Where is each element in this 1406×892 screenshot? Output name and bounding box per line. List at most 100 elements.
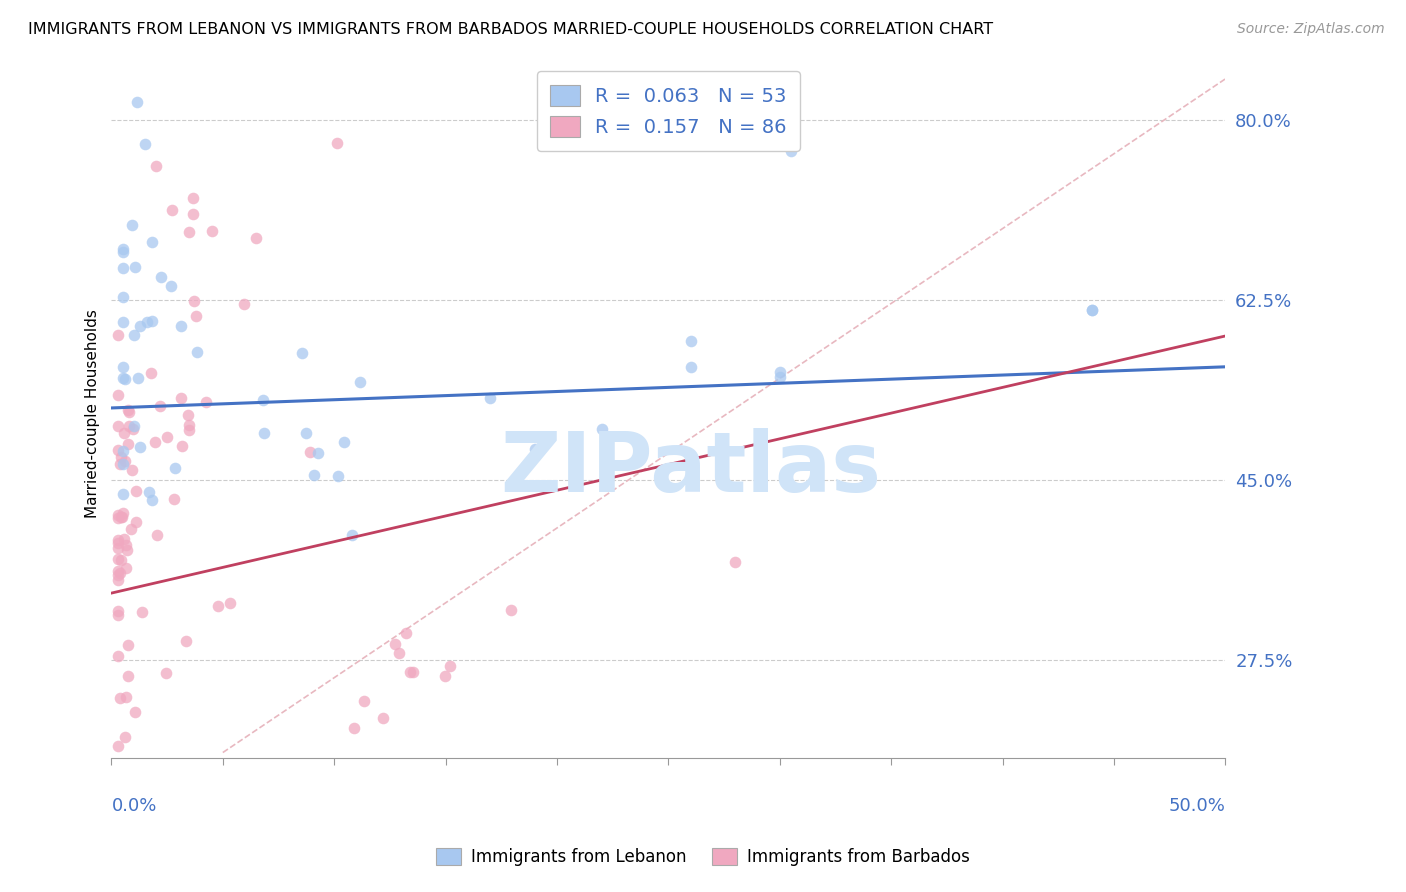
Point	[111, 359, 134, 374]
Text: Source: ZipAtlas.com: Source: ZipAtlas.com	[1237, 22, 1385, 37]
Point	[107, 328, 129, 343]
Point	[326, 469, 349, 483]
Point	[125, 516, 148, 530]
Point	[110, 510, 132, 524]
Point	[371, 711, 394, 725]
Point	[181, 191, 204, 205]
Point	[342, 527, 364, 541]
Point	[499, 602, 522, 616]
Point	[114, 372, 136, 386]
Point	[326, 136, 349, 150]
Point	[131, 605, 153, 619]
Point	[121, 422, 143, 436]
Point	[735, 128, 758, 143]
Point	[780, 144, 803, 158]
Point	[307, 445, 329, 459]
Text: IMMIGRANTS FROM LEBANON VS IMMIGRANTS FROM BARBADOS MARRIED-COUPLE HOUSEHOLDS CO: IMMIGRANTS FROM LEBANON VS IMMIGRANTS FR…	[28, 22, 993, 37]
Point	[118, 405, 141, 419]
Point	[111, 261, 134, 276]
Point	[124, 706, 146, 720]
Point	[107, 608, 129, 623]
Point	[128, 441, 150, 455]
Legend: R =  0.063   N = 53, R =  0.157   N = 86: R = 0.063 N = 53, R = 0.157 N = 86	[537, 71, 800, 151]
Point	[183, 293, 205, 308]
Point	[349, 375, 371, 389]
Point	[111, 290, 134, 304]
Point	[252, 392, 274, 407]
Point	[384, 637, 406, 651]
Point	[127, 95, 149, 109]
Point	[195, 394, 218, 409]
Point	[118, 419, 141, 434]
Point	[115, 542, 138, 557]
Point	[149, 270, 172, 285]
Point	[401, 665, 423, 680]
Point	[735, 123, 758, 137]
Point	[295, 426, 318, 441]
Point	[108, 457, 131, 471]
Point	[135, 315, 157, 329]
Point	[343, 721, 366, 735]
Point	[219, 596, 242, 610]
Point	[110, 553, 132, 567]
Point	[156, 430, 179, 444]
Point	[177, 423, 200, 437]
Point	[121, 463, 143, 477]
Point	[141, 235, 163, 249]
Point	[399, 665, 422, 680]
Point	[1081, 303, 1104, 318]
Point	[143, 434, 166, 449]
Point	[107, 552, 129, 566]
Point	[107, 533, 129, 547]
Point	[134, 136, 156, 151]
Point	[107, 573, 129, 587]
Point	[1081, 303, 1104, 318]
Point	[107, 508, 129, 522]
Point	[395, 625, 418, 640]
Point	[121, 218, 143, 232]
Point	[141, 493, 163, 508]
Point	[724, 555, 747, 569]
Point	[186, 310, 208, 324]
Point	[107, 443, 129, 458]
Point	[145, 528, 167, 542]
Point	[149, 399, 172, 413]
Point	[111, 506, 134, 520]
Point	[117, 638, 139, 652]
Point	[107, 511, 129, 525]
Point	[111, 315, 134, 329]
Point	[160, 203, 183, 218]
Point	[122, 419, 145, 434]
Text: 50.0%: 50.0%	[1168, 797, 1226, 814]
Point	[163, 491, 186, 506]
Point	[302, 467, 325, 482]
Point	[172, 439, 194, 453]
Point	[115, 538, 138, 552]
Point	[159, 279, 181, 293]
Point	[523, 442, 546, 456]
Point	[165, 461, 187, 475]
Legend: Immigrants from Lebanon, Immigrants from Barbados: Immigrants from Lebanon, Immigrants from…	[427, 840, 979, 875]
Text: 0.0%: 0.0%	[111, 797, 157, 814]
Point	[124, 483, 146, 498]
Point	[433, 669, 456, 683]
Point	[479, 391, 502, 405]
Point	[114, 730, 136, 744]
Point	[186, 344, 208, 359]
Text: ZIPatlas: ZIPatlas	[501, 428, 882, 508]
Y-axis label: Married-couple Households: Married-couple Households	[86, 309, 100, 517]
Point	[591, 421, 613, 435]
Point	[111, 444, 134, 458]
Point	[107, 535, 129, 549]
Point	[232, 297, 254, 311]
Point	[679, 334, 702, 348]
Point	[112, 425, 135, 440]
Point	[111, 242, 134, 256]
Point	[117, 402, 139, 417]
Point	[107, 739, 129, 753]
Point	[207, 599, 229, 613]
Point	[145, 159, 167, 173]
Point	[114, 690, 136, 704]
Point	[245, 231, 267, 245]
Point	[181, 207, 204, 221]
